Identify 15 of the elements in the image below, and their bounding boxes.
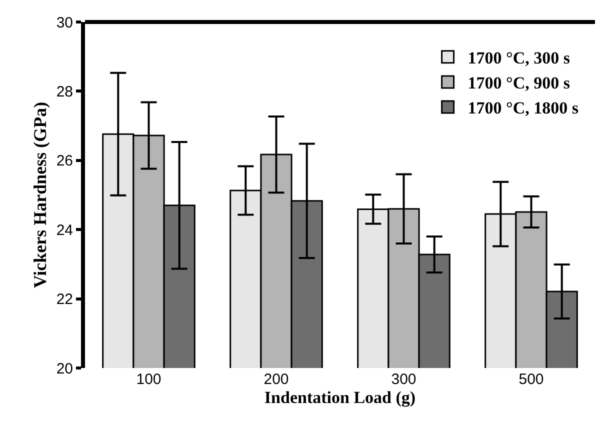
legend-label: 1700 °C, 300 s xyxy=(468,48,570,68)
x-axis-title: Indentation Load (g) xyxy=(264,388,416,407)
x-tick-label: 100 xyxy=(136,371,162,388)
y-tick-label: 28 xyxy=(56,83,73,100)
y-tick-label: 22 xyxy=(56,291,73,308)
y-tick-label: 20 xyxy=(56,360,73,378)
y-tick-label: 24 xyxy=(56,222,73,239)
legend-label: 1700 °C, 900 s xyxy=(468,74,570,93)
y-axis-title: Vickers Hardness (GPa) xyxy=(30,102,50,288)
y-tick-label: 30 xyxy=(56,14,73,32)
x-tick-label: 300 xyxy=(391,371,416,388)
y-tick-label: 26 xyxy=(56,152,73,170)
x-tick-label: 500 xyxy=(518,371,544,388)
x-tick-label: 200 xyxy=(264,371,289,388)
legend-label: 1700 °C, 1800 s xyxy=(468,98,579,118)
